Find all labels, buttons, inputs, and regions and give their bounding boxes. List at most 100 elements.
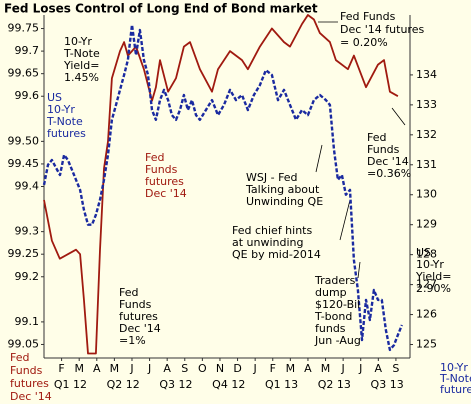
annotation: T-bond bbox=[314, 310, 352, 323]
annotation: Traders bbox=[314, 274, 356, 287]
y-tick-label: 99.05 bbox=[8, 337, 40, 350]
y-tick-label: 99.2 bbox=[15, 270, 40, 283]
y2-tick-label: 133 bbox=[416, 98, 437, 111]
annotation: futures bbox=[119, 310, 158, 323]
annotation: Dec '14 bbox=[10, 390, 52, 403]
x-tick-label: S bbox=[181, 362, 188, 375]
annotation: 10-Yr bbox=[64, 35, 92, 48]
annotation: 10-Yr bbox=[440, 361, 468, 374]
annotation: 10-Yr bbox=[416, 258, 444, 271]
x-tick-label: D bbox=[233, 362, 241, 375]
quarter-label: Q4 12 bbox=[212, 378, 245, 391]
annotation: futures bbox=[145, 175, 184, 188]
x-tick-label: O bbox=[198, 362, 207, 375]
annotation: =0.36% bbox=[367, 167, 411, 180]
connector bbox=[315, 144, 323, 173]
x-tick-label: M bbox=[74, 362, 84, 375]
y-tick-label: 99.65 bbox=[8, 67, 40, 80]
x-tick-label: A bbox=[163, 362, 171, 375]
y-tick-label: 99.45 bbox=[8, 157, 40, 170]
y-tick-label: 99.4 bbox=[15, 180, 40, 193]
annotation: Dec '14 bbox=[119, 322, 161, 335]
connector bbox=[391, 107, 406, 126]
y-tick-label: 99.1 bbox=[15, 315, 40, 328]
annotation: Yield= bbox=[63, 59, 99, 72]
y2-tick-label: 128 bbox=[416, 248, 437, 261]
y2-tick-label: 132 bbox=[416, 128, 437, 141]
annotation: T-Note bbox=[63, 47, 100, 60]
quarter-label: Q3 13 bbox=[371, 378, 404, 391]
x-tick-label: N bbox=[216, 362, 224, 375]
quarter-label: Q1 13 bbox=[265, 378, 298, 391]
quarter-label: Q2 13 bbox=[318, 378, 351, 391]
connectors bbox=[315, 21, 406, 279]
x-tick-label: M bbox=[321, 362, 331, 375]
y2-tick-label: 130 bbox=[416, 188, 437, 201]
annotation: at unwinding bbox=[232, 236, 304, 249]
x-tick-label: A bbox=[93, 362, 101, 375]
annotation: 1.45% bbox=[64, 71, 99, 84]
annotation: Fed bbox=[367, 131, 386, 144]
y2-tick-label: 131 bbox=[416, 158, 437, 171]
annotation: Jun -Aug bbox=[314, 334, 361, 347]
annotation: Dec '14 bbox=[367, 155, 409, 168]
y-tick-label: 99.50 bbox=[8, 134, 40, 147]
quarter-label: Q3 12 bbox=[159, 378, 192, 391]
y-tick-label: 99.7 bbox=[15, 44, 40, 57]
x-tick-label: S bbox=[392, 362, 399, 375]
annotation: Funds bbox=[10, 364, 43, 377]
annotation: US bbox=[416, 246, 431, 259]
annotation: Funds bbox=[145, 163, 178, 176]
x-tick-label: M bbox=[286, 362, 296, 375]
annotation: Fed chief hints bbox=[232, 224, 312, 237]
connector bbox=[339, 199, 351, 241]
annotation: Unwinding QE bbox=[246, 195, 323, 208]
y2-tick-label: 134 bbox=[416, 68, 437, 81]
annotation: = 0.20% bbox=[340, 36, 388, 49]
annotation: dump bbox=[315, 286, 347, 299]
quarter-label: Q1 12 bbox=[54, 378, 87, 391]
y-tick-label: 99.3 bbox=[15, 225, 40, 238]
annotation: Dec '14 futures bbox=[340, 23, 424, 36]
y-tick-label: 99.75 bbox=[8, 22, 40, 35]
annotation: Funds bbox=[119, 298, 152, 311]
annotation: Fed bbox=[145, 151, 164, 164]
annotation: 10-Yr bbox=[47, 103, 75, 116]
annotation: $120-Bil bbox=[315, 298, 360, 311]
annotation: US bbox=[47, 91, 62, 104]
annotation: funds bbox=[315, 322, 346, 335]
series-line bbox=[42, 23, 404, 352]
x-tick-label: M bbox=[110, 362, 120, 375]
series-line bbox=[43, 14, 399, 355]
y2-tick-label: 125 bbox=[416, 338, 437, 351]
annotation: Yield= bbox=[415, 270, 451, 283]
chart-title: Fed Loses Control of Long End of Bond ma… bbox=[4, 2, 318, 16]
y2-tick-label: 126 bbox=[416, 308, 437, 321]
x-tick-label: A bbox=[375, 362, 383, 375]
annotation: futures bbox=[47, 127, 86, 140]
annotation: T-Note bbox=[46, 115, 83, 128]
annotation: Fed bbox=[119, 286, 138, 299]
annotation: Fed bbox=[10, 351, 29, 364]
x-tick-label: F bbox=[270, 362, 276, 375]
annotation: QE by mid-2014 bbox=[232, 248, 321, 261]
annotation: Dec '14 bbox=[145, 187, 187, 200]
annotation: futures bbox=[440, 383, 471, 396]
annotation: Fed Funds bbox=[340, 10, 396, 23]
x-tick-label: A bbox=[304, 362, 312, 375]
connector bbox=[357, 261, 361, 279]
annotation: 2.90% bbox=[416, 282, 451, 295]
y-tick-label: 99.6 bbox=[15, 89, 40, 102]
annotation: WSJ - Fed bbox=[246, 171, 298, 184]
y2-tick-label: 129 bbox=[416, 218, 437, 231]
annotation: futures bbox=[10, 377, 49, 390]
y2-tick-label: 127 bbox=[416, 278, 437, 291]
x-tick-label: J bbox=[129, 362, 133, 375]
quarter-label: Q2 12 bbox=[107, 378, 140, 391]
x-tick-label: J bbox=[253, 362, 257, 375]
annotation: =1% bbox=[119, 334, 146, 347]
y-tick-label: 99.25 bbox=[8, 247, 40, 260]
x-tick-label: J bbox=[147, 362, 151, 375]
